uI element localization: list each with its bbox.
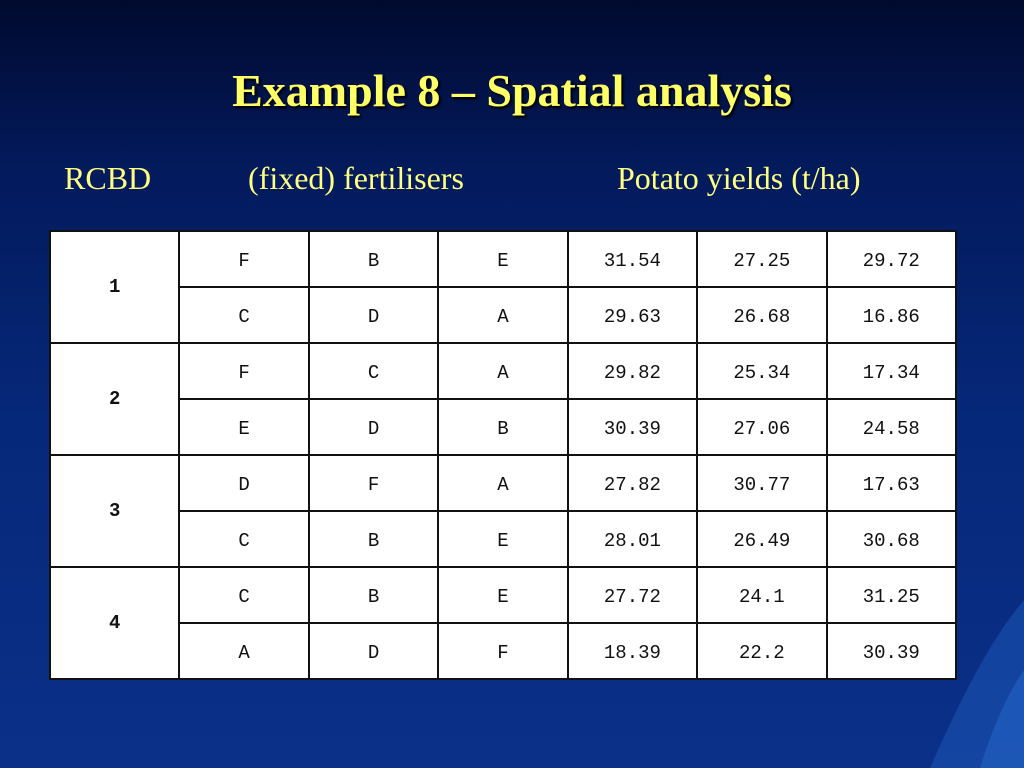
table-row: 3 D F A 27.82 30.77 17.63 [48,454,958,568]
yield-table: 1 F B E 31.54 27.25 29.72 C D A 29.63 26… [48,230,958,680]
fertiliser-cell: B [307,566,440,624]
fertiliser-cell: F [178,342,310,400]
subtitle-design: RCBD [64,160,152,196]
yield-cell: 17.63 [825,454,958,512]
yield-cell: 24.58 [825,398,958,456]
fertiliser-cell: A [437,286,569,344]
fertiliser-cell: A [178,622,310,680]
yield-cell: 30.39 [566,398,699,456]
block-label-cell: 3 [48,454,181,568]
yield-cell: 30.68 [825,510,958,568]
fertiliser-cell: E [437,566,569,624]
fertiliser-cell: A [437,454,569,512]
block-label-cell: 2 [48,342,181,456]
fertiliser-cell: F [437,622,569,680]
yield-cell: 28.01 [566,510,699,568]
fertiliser-cell: A [437,342,569,400]
fertiliser-cell: E [178,398,310,456]
yield-cell: 29.63 [566,286,699,344]
yield-cell: 26.68 [696,286,828,344]
fertiliser-cell: D [178,454,310,512]
subtitle-treatments: (fixed) fertilisers [248,160,464,196]
yield-cell: 17.34 [825,342,958,400]
table-row: A D F 18.39 22.2 30.39 [50,622,958,680]
table-row: 1 F B E 31.54 27.25 29.72 [48,230,958,344]
fertiliser-cell: E [437,230,569,288]
fertiliser-cell: D [307,286,440,344]
yield-cell: 26.49 [696,510,828,568]
yield-cell: 22.2 [696,622,828,680]
yield-cell: 25.34 [696,342,828,400]
yield-cell: 30.39 [825,622,958,680]
fertiliser-cell: C [178,510,310,568]
fertiliser-cell: C [307,342,440,400]
yield-cell: 27.72 [566,566,699,624]
fertiliser-cell: E [437,510,569,568]
table-row: C D A 29.63 26.68 16.86 [50,286,958,344]
fertiliser-cell: B [437,398,569,456]
yield-cell: 31.54 [566,230,699,288]
fertiliser-cell: F [307,454,440,512]
yield-cell: 30.77 [696,454,828,512]
yield-cell: 18.39 [566,622,699,680]
subtitle-response: Potato yields (t/ha) [617,160,861,196]
fertiliser-cell: B [307,230,440,288]
table-row: 2 F C A 29.82 25.34 17.34 [48,342,958,456]
fertiliser-cell: C [178,566,310,624]
fertiliser-cell: D [307,398,440,456]
fertiliser-cell: B [307,510,440,568]
yield-cell: 27.06 [696,398,828,456]
block-label-cell: 1 [48,230,181,344]
fertiliser-cell: F [178,230,310,288]
yield-cell: 16.86 [825,286,958,344]
block-label-cell: 4 [48,566,181,680]
yield-cell: 24.1 [696,566,828,624]
yield-cell: 27.25 [696,230,828,288]
table-row: C B E 28.01 26.49 30.68 [50,510,958,568]
fertiliser-cell: C [178,286,310,344]
slide-title: Example 8 – Spatial analysis [232,65,792,116]
yield-cell: 29.82 [566,342,699,400]
table-row: 4 C B E 27.72 24.1 31.25 [48,566,958,680]
fertiliser-cell: D [307,622,440,680]
yield-cell: 27.82 [566,454,699,512]
yield-cell: 29.72 [825,230,958,288]
yield-cell: 31.25 [825,566,958,624]
table-row: E D B 30.39 27.06 24.58 [50,398,958,456]
